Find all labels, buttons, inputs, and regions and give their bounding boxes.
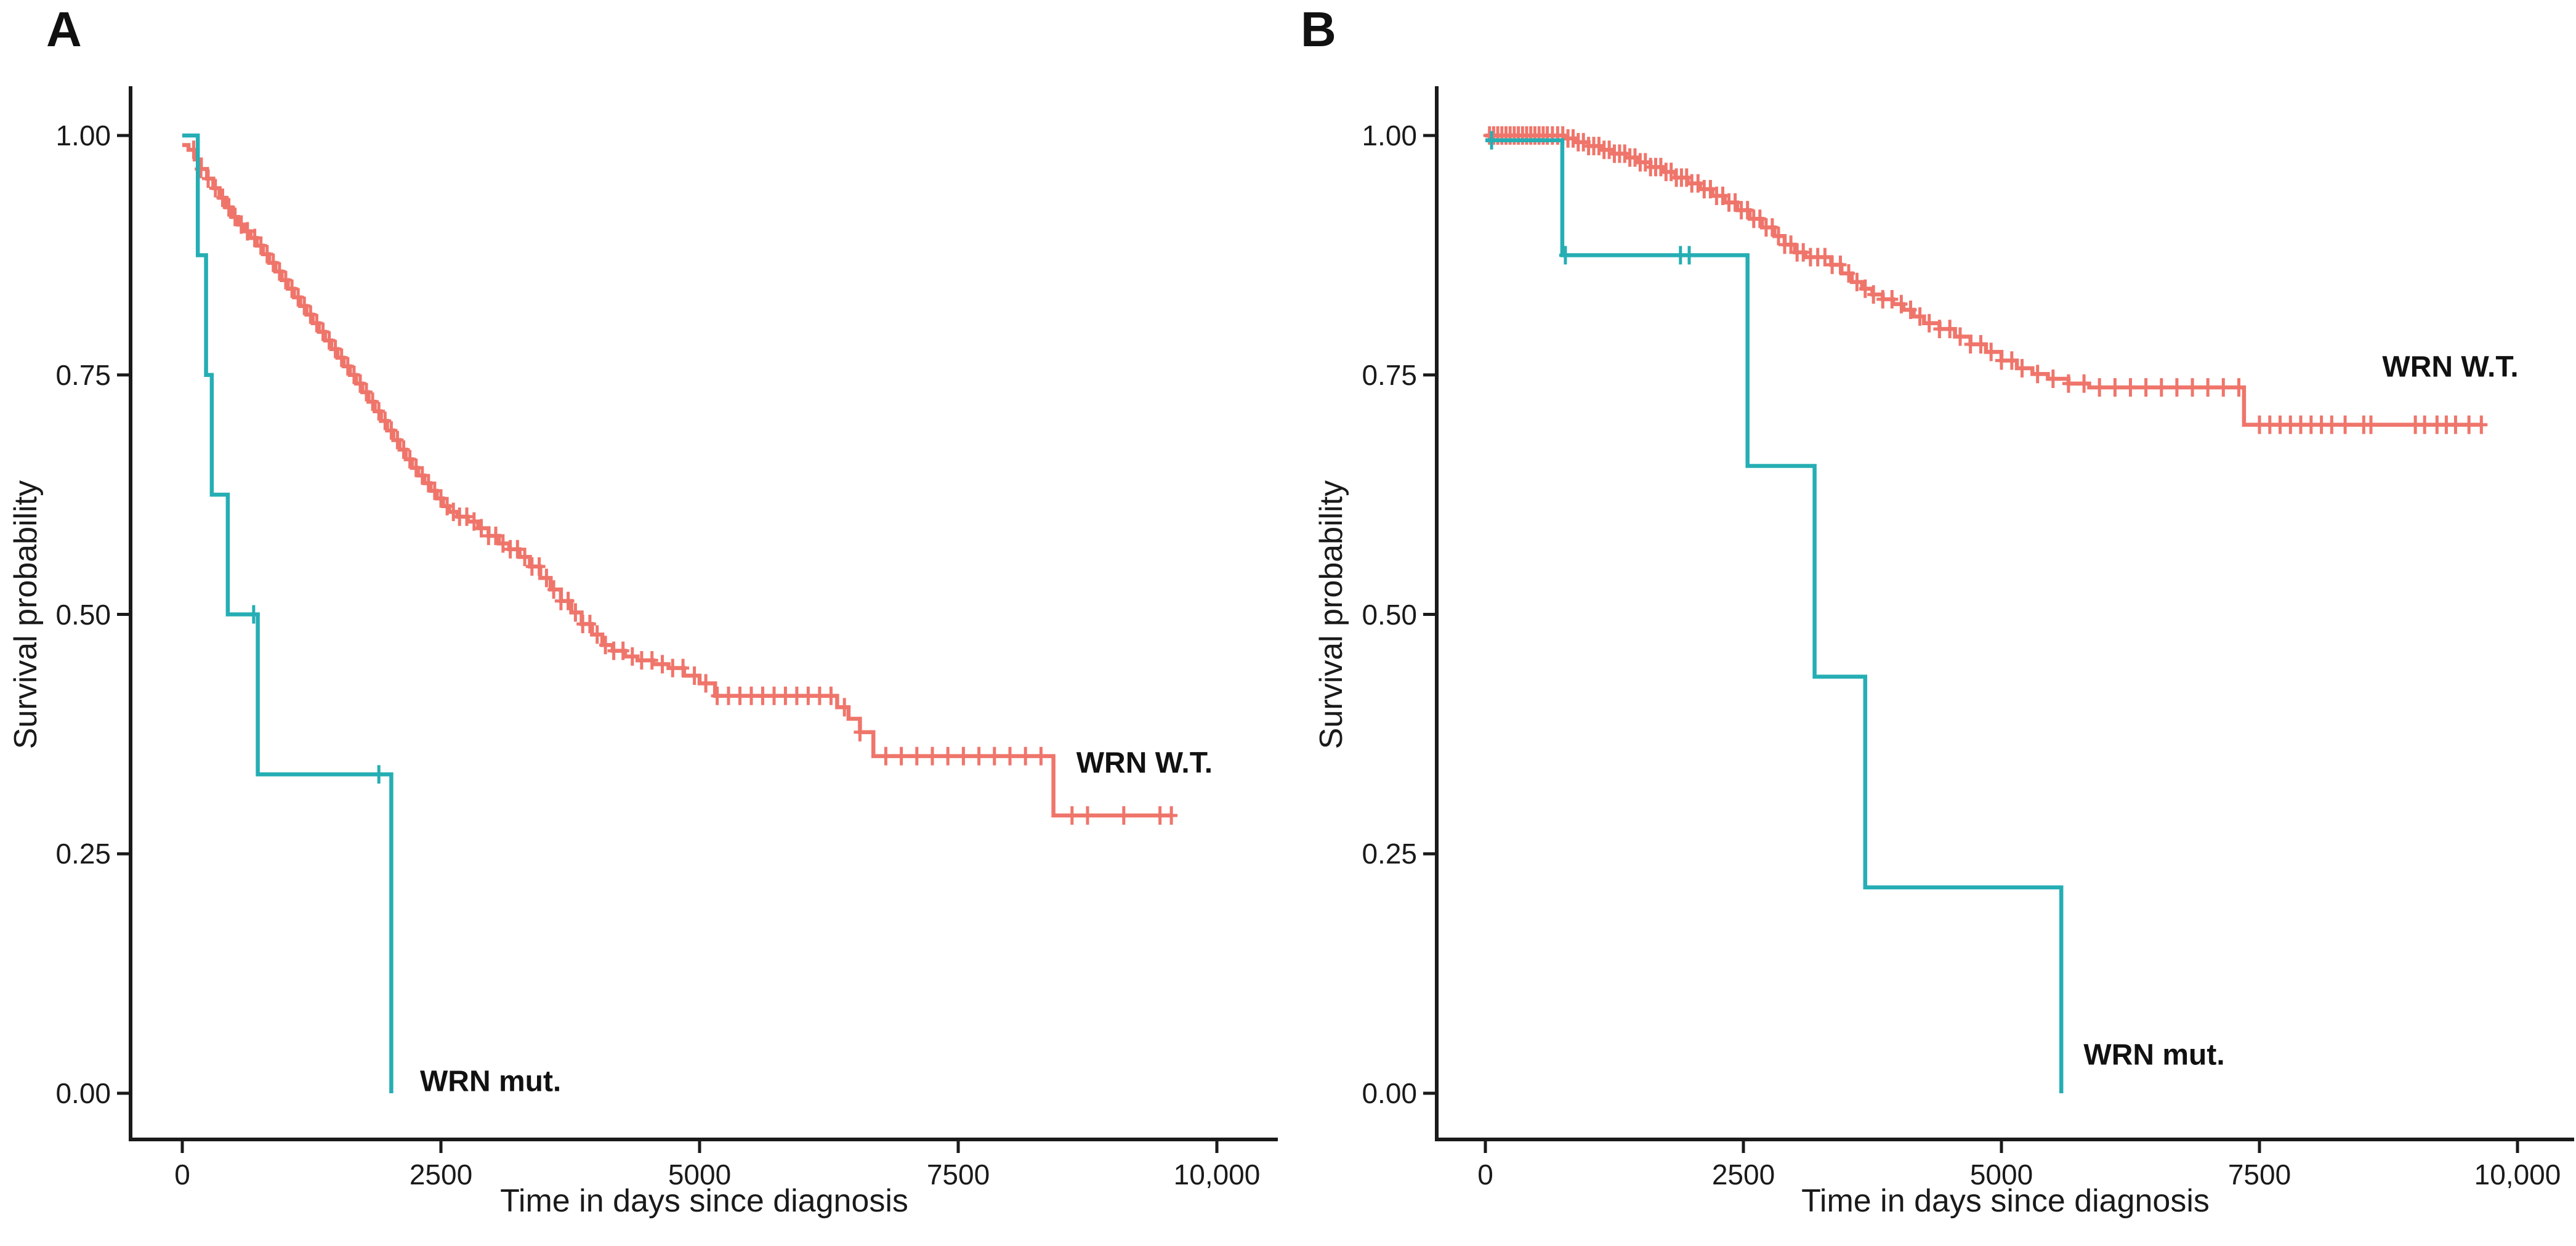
censor-marks-mut — [247, 605, 386, 784]
x-axis-title-panel-a: Time in days since diagnosis — [500, 1183, 908, 1219]
y-tick-label: 0.75 — [55, 358, 111, 391]
curve-label-wrn-wt-panel-b: WRN W.T. — [2382, 350, 2519, 384]
y-tick-label: 1.00 — [1362, 119, 1417, 152]
censor-marks-wt — [187, 140, 1178, 825]
x-tick-label: 0 — [1477, 1159, 1493, 1191]
y-axis-title-panel-a: Survival probability — [8, 480, 44, 749]
x-tick-label: 10,000 — [1173, 1159, 1261, 1191]
x-tick-label: 5000 — [668, 1159, 732, 1191]
x-tick-label: 2500 — [1711, 1159, 1775, 1191]
x-tick-label: 7500 — [2227, 1159, 2291, 1191]
survival-curve-mut — [182, 133, 394, 1093]
y-tick-label: 0.00 — [55, 1077, 111, 1109]
y-tick-label: 0.50 — [55, 598, 111, 631]
survival-curve-wt — [1485, 133, 2482, 427]
y-tick-label: 0.00 — [1362, 1077, 1417, 1109]
panel-a-label: A — [46, 2, 82, 57]
y-tick-label: 1.00 — [55, 119, 111, 152]
survival-curve-wt — [182, 143, 1172, 818]
censor-marks-mut — [1485, 131, 1695, 265]
x-tick-label: 7500 — [926, 1159, 990, 1191]
x-tick-label: 10,000 — [2474, 1159, 2561, 1191]
y-tick-label: 0.50 — [1362, 598, 1417, 631]
y-tick-label: 0.75 — [1362, 358, 1417, 391]
curve-label-wrn-wt-panel-a: WRN W.T. — [1076, 746, 1213, 780]
x-tick-label: 0 — [174, 1159, 190, 1191]
y-tick-label: 0.25 — [55, 838, 111, 870]
x-tick-label: 2500 — [409, 1159, 473, 1191]
y-axis-title-panel-b: Survival probability — [1314, 480, 1349, 749]
x-axis-title-panel-b: Time in days since diagnosis — [1801, 1183, 2210, 1219]
censor-marks-wt — [1483, 126, 2488, 434]
y-tick-label: 0.25 — [1362, 838, 1417, 870]
survival-curve-mut — [1485, 138, 2064, 1093]
panel-b-label: B — [1301, 2, 1336, 57]
x-tick-label: 5000 — [1969, 1159, 2033, 1191]
curve-label-wrn-mut-panel-a: WRN mut. — [419, 1065, 562, 1098]
curve-label-wrn-mut-panel-b: WRN mut. — [2083, 1038, 2225, 1072]
